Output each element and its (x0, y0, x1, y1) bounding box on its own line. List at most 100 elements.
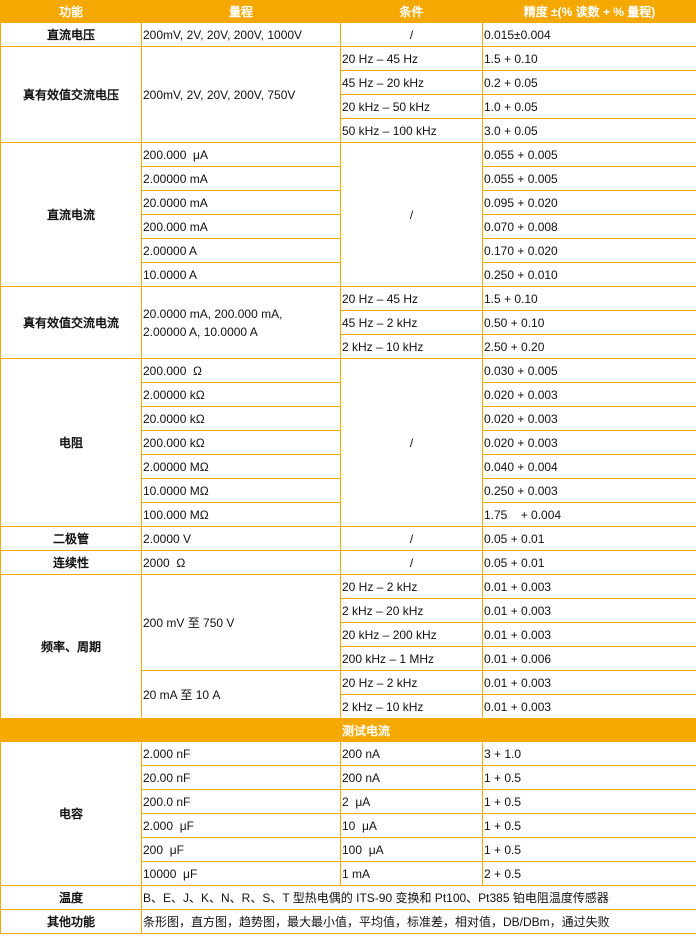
function-cell: 直流电流 (0, 142, 142, 287)
accuracy-cell: 0.01 + 0.006 (482, 646, 696, 671)
range-cell: 2.0000 V (141, 526, 341, 551)
condition-cell: 45 Hz – 2 kHz (340, 310, 483, 335)
range-cell: 20.0000 mA, 200.000 mA, 2.00000 A, 10.00… (141, 286, 341, 359)
function-cell: 直流电压 (0, 22, 142, 47)
range-cell: 2.00000 A (141, 238, 341, 263)
table-row: 45 Hz – 20 kHz 0.2 + 0.05 (1, 70, 696, 95)
range-cell: 200.000 μA (141, 142, 341, 167)
accuracy-cell: 0.01 + 0.003 (482, 574, 696, 599)
condition-cell: 20 kHz – 50 kHz (340, 94, 483, 119)
table-row: 直流电流 200.000 μA/0.055 + 0.005 (0, 142, 696, 287)
condition-cell: / (340, 22, 483, 47)
condition-cell: / (340, 142, 483, 287)
table-row: 20.00 nF 200 nA 1 + 0.5 (1, 765, 696, 790)
condition-cell: 50 kHz – 100 kHz (340, 118, 483, 143)
band-spacer (0, 718, 341, 742)
range-cell: 10000 μF (141, 861, 341, 886)
table-row: 电容 2.000 nF 200 nA 3 + 1.0 (0, 741, 696, 886)
header-accuracy: 精度 ±(% 读数 + % 量程) (482, 0, 696, 23)
range-cell: 200 mV 至 750 V (141, 574, 341, 671)
function-cell: 温度 (0, 885, 142, 910)
range-cell: 2.00000 MΩ (141, 454, 341, 479)
table-row: 真有效值交流电流 20.0000 mA, 200.000 mA, 2.00000 … (0, 286, 696, 359)
table-row: 温度 B、E、J、K、N、R、S、T 型热电偶的 ITS-90 变换和 Pt100… (0, 885, 696, 910)
table-row: 20 mA 至 10 A 20 Hz – 2 kHz 0.01 + 0.003 (1, 670, 696, 719)
header-range: 量程 (141, 0, 341, 23)
range-cell: 10.0000 MΩ (141, 478, 341, 503)
function-cell: 真有效值交流电流 (0, 286, 142, 359)
accuracy-cell: 1.0 + 0.05 (482, 94, 696, 119)
table-row: 200.0 nF 2 μA 1 + 0.5 (1, 789, 696, 814)
accuracy-cell: 0.250 + 0.003 (482, 478, 696, 503)
band-spacer (482, 718, 696, 742)
table-row: 10.0000 A 0.250 + 0.010 (1, 262, 696, 287)
range-cell: 2.00000 kΩ (141, 382, 341, 407)
condition-cell: 2 kHz – 10 kHz (340, 334, 483, 359)
accuracy-cell: 1.75 + 0.004 (482, 502, 696, 527)
header-condition: 条件 (340, 0, 483, 23)
function-cell: 二极管 (0, 526, 142, 551)
table-row: 2.00000 mA 0.055 + 0.005 (1, 166, 696, 191)
condition-cell: 20 Hz – 45 Hz (340, 286, 483, 311)
accuracy-cell: 0.040 + 0.004 (482, 454, 696, 479)
accuracy-cell: 0.055 + 0.005 (482, 166, 696, 191)
table-row: 200 kHz – 1 MHz 0.01 + 0.006 (1, 646, 696, 671)
accuracy-cell: 0.05 + 0.01 (482, 550, 696, 575)
range-cell: 200.0 nF (141, 789, 341, 814)
function-cell: 频率、周期 (0, 574, 142, 719)
table-row: 2 kHz – 10 kHz 0.01 + 0.003 (1, 694, 696, 719)
accuracy-cell: 0.070 + 0.008 (482, 214, 696, 239)
accuracy-cell: 0.05 + 0.01 (482, 526, 696, 551)
band-label: 测试电流 (340, 718, 483, 742)
header-function: 功能 (0, 0, 142, 23)
accuracy-cell: 0.015±0.004 (482, 22, 696, 47)
accuracy-cell: 0.055 + 0.005 (482, 142, 696, 167)
accuracy-cell: 0.01 + 0.003 (482, 598, 696, 623)
function-cell: 真有效值交流电压 (0, 46, 142, 143)
range-cell: 20.00 nF (141, 765, 341, 790)
accuracy-cell: 0.2 + 0.05 (482, 70, 696, 95)
range-cell: 200.000 Ω (141, 358, 341, 383)
condition-cell: 2 kHz – 20 kHz (340, 598, 483, 623)
table-row: 电阻 200.000 Ω/0.030 + 0.005 (0, 358, 696, 527)
condition-cell: / (340, 526, 483, 551)
range-cell: 200.000 mA (141, 214, 341, 239)
table-row: 10.0000 MΩ 0.250 + 0.003 (1, 478, 696, 503)
accuracy-cell: 3.0 + 0.05 (482, 118, 696, 143)
range-cell: 100.000 MΩ (141, 502, 341, 527)
range-cell: 200mV, 2V, 20V, 200V, 750V (141, 46, 341, 143)
condition-cell: 20 Hz – 2 kHz (340, 574, 483, 599)
accuracy-cell: 1.5 + 0.10 (482, 46, 696, 71)
table-row: 2.00000 MΩ 0.040 + 0.004 (1, 454, 696, 479)
accuracy-cell: 0.030 + 0.005 (482, 358, 696, 383)
condition-cell: 20 Hz – 2 kHz (340, 670, 483, 695)
table-row: 20 kHz – 200 kHz 0.01 + 0.003 (1, 622, 696, 647)
description-cell: B、E、J、K、N、R、S、T 型热电偶的 ITS-90 变换和 Pt100、P… (141, 885, 696, 910)
accuracy-cell: 0.01 + 0.003 (482, 694, 696, 719)
table-row: 200.000 kΩ 0.020 + 0.003 (1, 430, 696, 455)
range-cell: 200.000 kΩ (141, 430, 341, 455)
range-cell: 2.00000 mA (141, 166, 341, 191)
accuracy-cell: 2 + 0.5 (482, 861, 696, 886)
table-row: 200 μF 100 μA 1 + 0.5 (1, 837, 696, 862)
table-row: 100.000 MΩ 1.75 + 0.004 (1, 502, 696, 527)
condition-cell: 200 nA (340, 741, 483, 766)
condition-cell: 1 mA (340, 861, 483, 886)
table-row: 真有效值交流电压 200mV, 2V, 20V, 200V, 750V 20 Hz … (0, 46, 696, 143)
range-cell: 20.0000 mA (141, 190, 341, 215)
condition-cell: 100 μA (340, 837, 483, 862)
condition-cell: 20 kHz – 200 kHz (340, 622, 483, 647)
table-row: 20.0000 kΩ 0.020 + 0.003 (1, 406, 696, 431)
function-cell: 电阻 (0, 358, 142, 527)
table-row: 二极管 2.0000 V/0.05 + 0.01 (0, 526, 696, 551)
accuracy-cell: 0.01 + 0.003 (482, 670, 696, 695)
table-row: 2 kHz – 20 kHz 0.01 + 0.003 (1, 598, 696, 623)
function-cell: 电容 (0, 741, 142, 886)
function-cell: 连续性 (0, 550, 142, 575)
condition-cell: 10 μA (340, 813, 483, 838)
table-row: 200.000 mA 0.070 + 0.008 (1, 214, 696, 239)
accuracy-cell: 0.095 + 0.020 (482, 190, 696, 215)
accuracy-cell: 3 + 1.0 (482, 741, 696, 766)
accuracy-cell: 1 + 0.5 (482, 789, 696, 814)
